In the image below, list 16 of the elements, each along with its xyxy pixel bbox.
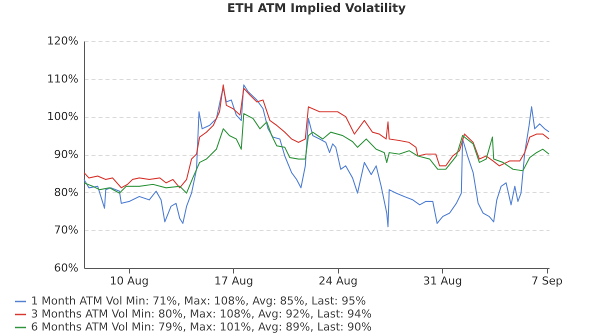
legend-label: 1 Month ATM Vol Min: 71%, Max: 108%, Avg: 85%, Last: 95% <box>31 294 366 308</box>
legend-label: 6 Months ATM Vol Min: 79%, Max: 101%, Avg: 89%, Last: 90% <box>31 320 372 334</box>
x-tick-label: 24 Aug <box>318 274 358 288</box>
y-tick-label: 60% <box>54 262 78 274</box>
x-tick-label: 17 Aug <box>214 274 254 288</box>
y-tick-label: 70% <box>54 224 78 237</box>
x-tick-label: 31 Aug <box>423 274 462 288</box>
y-tick-label: 100% <box>47 110 78 124</box>
x-tick-label: 10 Aug <box>110 274 149 288</box>
y-tick-label: 90% <box>54 148 78 161</box>
y-tick-label: 80% <box>54 186 78 199</box>
chart-title: ETH ATM Implied Volatility <box>227 1 406 15</box>
legend-label: 3 Months ATM Vol Min: 80%, Max: 108%, Avg: 92%, Last: 94% <box>31 308 372 320</box>
x-tick-label: 7 Sep <box>531 274 563 288</box>
y-tick-label: 120% <box>47 34 78 48</box>
y-tick-label: 110% <box>47 72 78 86</box>
